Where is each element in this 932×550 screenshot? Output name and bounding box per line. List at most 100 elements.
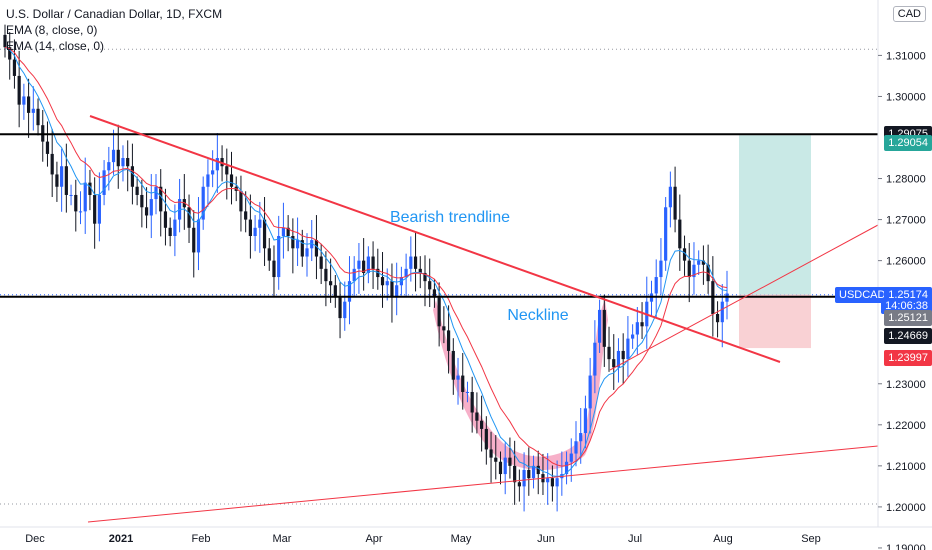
price-label-target: 1.29054 [884,135,932,152]
candle-body [338,297,342,319]
cup-highlight [433,300,608,470]
x-tick-label: Sep [801,533,821,545]
candle-body [593,342,597,376]
candle-body [597,309,602,343]
candle-body [522,469,526,487]
candle-body [682,248,687,261]
y-tick-label: 1.28000 [886,174,926,186]
candle-body [640,322,644,327]
candle-body [78,211,83,213]
candle-body [187,207,191,228]
candle-body [154,186,158,200]
candle-body [253,227,257,237]
candle-body [437,297,441,327]
candle-body [295,240,300,249]
candle-body [102,170,106,195]
y-tick-label: 1.31000 [886,50,926,62]
candle-body [329,281,333,286]
candle-body [404,268,408,278]
candle-body [215,158,219,171]
candle-body [418,268,422,273]
candle-body [281,227,286,237]
ticker-label: USDCAD [835,286,890,303]
candle-body [659,260,663,278]
candle-body [305,248,309,257]
candle-body [385,281,389,286]
candle-body [470,391,474,413]
candle-body [546,478,550,483]
candle-body [531,465,536,479]
candle-body [267,248,271,261]
candle-body [211,170,215,175]
candle-body [612,359,616,368]
candle-body [144,207,149,216]
candle-body [371,256,375,269]
bearish-trendline [89,115,781,363]
candle-body [111,149,116,163]
long-support-line [87,445,879,523]
neckline-label: Neckline [507,307,568,324]
currency-badge[interactable]: CAD [892,6,926,22]
candle-body [8,47,12,60]
candle-body [357,260,361,269]
candle-body [654,277,658,294]
candle-body [347,281,352,302]
candle-body [668,186,672,208]
candle-body [239,190,243,212]
candle-body [687,260,691,278]
candle-body [310,240,314,249]
candle-body [17,75,21,105]
candle-body [244,211,248,220]
candle-body [149,199,153,216]
candle-body [517,482,521,487]
x-tick-label: May [451,533,472,545]
x-tick-label: Feb [192,533,211,545]
candle-body [527,469,531,479]
candle-body [635,322,639,335]
candle-body [413,256,418,269]
candle-body [121,158,125,167]
x-tick-label: Mar [273,533,292,545]
candle-body [163,211,168,228]
candle-body [621,350,625,360]
candle-body [83,182,87,212]
candle-body [602,309,606,347]
candle-body [97,194,101,224]
candle-body [616,350,621,368]
candle-body [333,285,337,298]
candle-body [380,277,385,286]
candle-body [130,166,135,187]
candle-body [196,219,201,253]
candle-body [555,478,559,487]
trend-lines [0,115,879,523]
stop-zone [739,294,811,349]
target-zone [739,135,811,295]
chart-legend: U.S. Dollar / Canadian Dollar, 1D, FXCM … [6,6,222,54]
candle-body [673,186,677,220]
y-tick-label: 1.30000 [886,91,926,103]
candle-body [574,441,578,454]
candle-body [583,408,588,434]
candle-body [409,256,413,269]
candle-body [26,96,31,113]
y-tick-label: 1.23000 [886,379,926,391]
y-tick-label: 1.22000 [886,420,926,432]
chart-title: U.S. Dollar / Canadian Dollar, 1D, FXCM [6,7,223,21]
candle-body [489,449,493,458]
candle-body [192,227,196,253]
candle-body [262,219,267,249]
candle-body [206,174,210,187]
candle-body [60,166,64,187]
candle-body [116,149,120,167]
candle-body [395,285,399,298]
candle-body [291,236,295,249]
candle-body [69,194,73,196]
candle-body [88,182,92,195]
candle-body [465,391,470,393]
cup-shape [433,300,608,470]
candle-body [446,330,451,351]
candle-body [140,194,144,208]
y-tick-label: 1.19000 [886,543,926,550]
candle-body [31,108,35,113]
